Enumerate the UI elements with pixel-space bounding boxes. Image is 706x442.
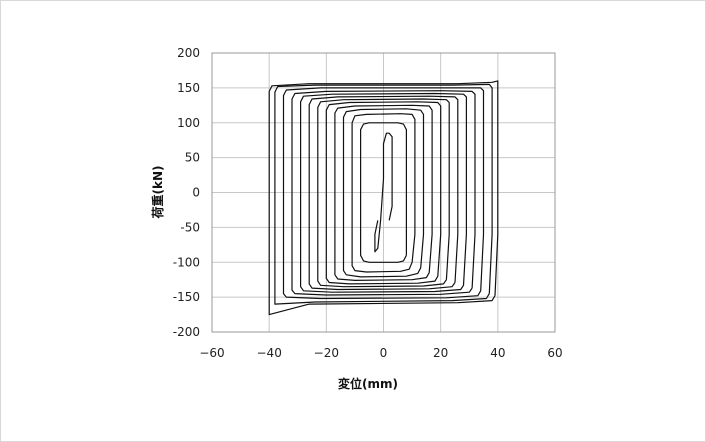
- hysteresis-curves: [268, 80, 499, 316]
- hysteresis-loop-1: [360, 122, 407, 263]
- hysteresis-loop-12: [268, 80, 499, 316]
- y-tick-label: -150: [173, 290, 200, 304]
- x-tick-label: 40: [490, 346, 505, 360]
- hysteresis-loop-10: [282, 87, 485, 300]
- hysteresis-loop-0: [374, 132, 393, 253]
- hysteresis-loop-9: [291, 90, 476, 296]
- hysteresis-loop-4: [334, 104, 433, 281]
- x-tick-label: −60: [199, 346, 224, 360]
- y-tick-label: 50: [185, 151, 200, 165]
- x-tick-label: 60: [547, 346, 562, 360]
- y-axis-title: 荷重(kN): [150, 166, 165, 220]
- x-axis-title: 変位(mm): [338, 376, 398, 391]
- hysteresis-loop-2: [351, 113, 416, 273]
- hysteresis-loop-11: [274, 83, 493, 305]
- y-tick-labels: -200 -150 -100 -50 0 50 100 150 200: [173, 46, 200, 339]
- hysteresis-loop-8: [300, 92, 467, 293]
- x-tick-label: 0: [380, 346, 388, 360]
- hysteresis-loop-7: [308, 95, 459, 291]
- y-tick-label: -50: [180, 220, 200, 234]
- y-tick-label: 100: [177, 116, 200, 130]
- y-tick-label: 0: [192, 186, 200, 200]
- y-tick-label: -100: [173, 255, 200, 269]
- x-tick-label: −40: [257, 346, 282, 360]
- x-tick-labels: −60 −40 −20 0 20 40 60: [199, 346, 562, 360]
- hysteresis-loop-6: [317, 98, 450, 288]
- x-tick-label: −20: [314, 346, 339, 360]
- hysteresis-loop-3: [342, 108, 425, 278]
- grid-lines: [211, 52, 556, 333]
- hysteresis-loop-5: [325, 101, 442, 285]
- y-tick-label: -200: [173, 325, 200, 339]
- plot-border: [211, 52, 556, 333]
- x-tick-label: 20: [433, 346, 448, 360]
- y-tick-label: 200: [177, 46, 200, 60]
- y-tick-label: 150: [177, 81, 200, 95]
